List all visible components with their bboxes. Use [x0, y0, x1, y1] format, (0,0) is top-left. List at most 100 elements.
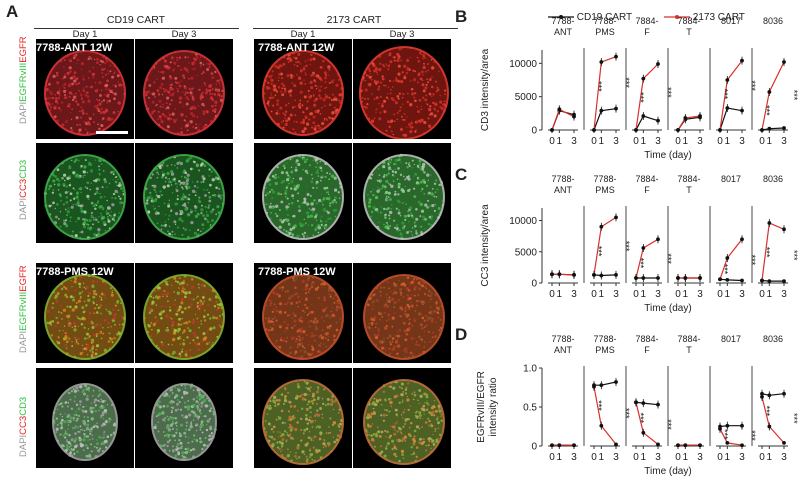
x-tick-label: 3	[613, 452, 619, 463]
stain-dapi: DAPI	[18, 101, 29, 124]
significance-mark: ***	[789, 413, 799, 424]
stain-egfrviii: EGFRvIII	[18, 62, 29, 102]
significance-mark: ***	[635, 92, 645, 103]
panel-letter: D	[455, 325, 467, 344]
facet-label: 7788-ANT	[551, 174, 574, 195]
y-tick-label: 1.0	[523, 364, 537, 375]
stain-cd3: CD3	[18, 396, 29, 416]
panel-letter: C	[455, 165, 467, 184]
x-tick-label: 1	[767, 136, 773, 147]
facet-label: 8017	[721, 334, 741, 344]
micrograph-tile	[135, 368, 233, 468]
facet-label: 7788-PMS	[593, 16, 616, 37]
data-point-2173	[725, 440, 730, 445]
data-point-cd19	[740, 278, 744, 283]
x-tick-label: 0	[717, 136, 723, 147]
data-point-2173	[676, 128, 680, 132]
stain-label-cc3-bottom: DAPICC3CD3	[18, 397, 29, 457]
series-line-cd19	[594, 381, 617, 386]
group-underline-2173	[253, 28, 458, 29]
facet-label: 8036	[763, 334, 783, 344]
stain-label-egfr-bottom: DAPIEGFRvIIIEGFR	[18, 265, 29, 353]
organoid-image	[262, 154, 344, 240]
y-tick-label: 10000	[509, 59, 537, 70]
facet-label: 7788-PMS	[593, 334, 616, 355]
x-tick-label: 3	[697, 136, 703, 147]
organoid-image	[143, 50, 225, 136]
stain-label-egfr-top: DAPIEGFRvIIIEGFR	[18, 36, 29, 124]
x-tick-label: 1	[725, 289, 731, 300]
micrograph-tile	[135, 263, 233, 363]
facet-label: 8017	[721, 174, 741, 184]
series-line-2173	[635, 402, 659, 445]
x-tick-label: 0	[633, 136, 639, 147]
x-tick-label: 1	[767, 452, 773, 463]
data-point-2173	[782, 440, 786, 445]
organoid-image	[262, 379, 344, 465]
x-tick-label: 1	[599, 452, 605, 463]
significance-mark: ***	[789, 90, 799, 101]
series-line-cd19	[719, 425, 742, 428]
organoid-image	[44, 50, 126, 136]
group-header-2173: 2173 CART	[326, 14, 382, 26]
sample-label: 7788-PMS 12W	[36, 266, 114, 278]
significance-mark: ***	[635, 413, 645, 424]
data-point-2173	[718, 277, 722, 282]
facet-label: 7884-T	[677, 334, 700, 355]
legend-2173: 2173 CART	[664, 12, 745, 23]
organoid-image	[262, 274, 344, 360]
x-tick-label: 1	[683, 289, 689, 300]
organoid-image	[363, 153, 445, 240]
x-tick-label: 1	[641, 289, 647, 300]
x-tick-label: 1	[725, 452, 731, 463]
scale-bar	[96, 131, 128, 134]
series-line-cd19	[635, 401, 659, 406]
day-label: Day 1	[290, 29, 316, 40]
x-tick-label: 3	[739, 136, 745, 147]
significance-mark: ***	[593, 81, 603, 92]
micrograph-tile	[36, 263, 134, 363]
facet-label: 7884-F	[635, 16, 658, 37]
stain-cd3: CD3	[18, 159, 29, 179]
y-tick-label: 5000	[515, 92, 538, 103]
series-line-2173	[551, 108, 575, 131]
x-tick-label: 1	[557, 136, 563, 147]
x-tick-label: 0	[549, 289, 555, 300]
day-label: Day 1	[72, 29, 98, 40]
significance-mark: ***	[789, 250, 799, 261]
data-point-2173	[592, 128, 596, 132]
data-point-2173	[656, 442, 660, 447]
significance-mark: ***	[593, 400, 603, 411]
x-tick-label: 1	[557, 452, 563, 463]
micrograph-tile	[353, 263, 451, 363]
data-point-cd19	[782, 126, 786, 130]
facet-label: 7884-F	[635, 174, 658, 195]
x-tick-label: 0	[675, 136, 681, 147]
organoid-image	[143, 274, 225, 360]
stain-dapi: DAPI	[18, 330, 29, 353]
stain-egfr: EGFR	[18, 36, 29, 63]
data-point-2173	[572, 443, 576, 448]
micrograph-tile	[353, 143, 451, 243]
series-line-cd19	[761, 279, 784, 282]
data-point-2173	[676, 443, 680, 448]
x-tick-label: 0	[549, 136, 555, 147]
organoid-image	[143, 154, 225, 240]
x-tick-label: 3	[739, 289, 745, 300]
legend-2173-swatch	[664, 15, 690, 20]
facet-label: 7884-F	[635, 334, 658, 355]
series-line-cd19	[635, 115, 659, 131]
x-tick-label: 3	[655, 452, 661, 463]
y-axis-label: EGFRvIII/EGFRintensity ratio	[476, 371, 499, 443]
x-tick-label: 3	[781, 136, 787, 147]
series-line-2173	[593, 386, 617, 445]
organoid-image	[363, 274, 445, 360]
series-line-cd19	[761, 393, 785, 396]
data-point-cd19	[767, 126, 772, 131]
x-tick-label: 3	[781, 289, 787, 300]
x-tick-label: 3	[571, 136, 577, 147]
x-tick-label: 3	[781, 452, 787, 463]
x-tick-label: 0	[549, 452, 555, 463]
facet-label: 8036	[763, 174, 783, 184]
facet-label: 8036	[763, 16, 783, 26]
